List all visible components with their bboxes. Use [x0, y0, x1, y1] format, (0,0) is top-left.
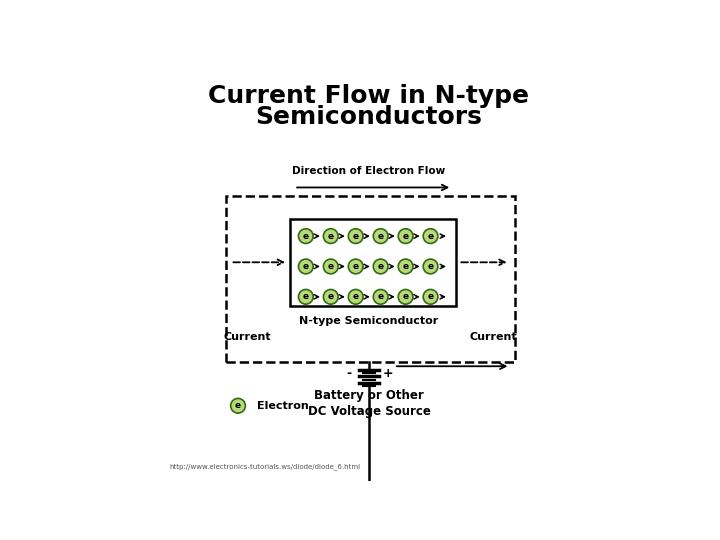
- Circle shape: [398, 228, 413, 244]
- Text: Current: Current: [469, 332, 517, 342]
- Text: e: e: [402, 232, 409, 241]
- Circle shape: [400, 291, 411, 302]
- Circle shape: [425, 261, 436, 272]
- Circle shape: [398, 289, 413, 305]
- Text: e: e: [377, 232, 384, 241]
- Circle shape: [300, 230, 312, 242]
- Text: e: e: [302, 262, 309, 271]
- Text: Direction of Electron Flow: Direction of Electron Flow: [292, 166, 446, 176]
- Text: e: e: [328, 262, 334, 271]
- Text: Current: Current: [223, 332, 271, 342]
- Text: e: e: [428, 232, 433, 241]
- Circle shape: [350, 261, 361, 272]
- Circle shape: [323, 259, 338, 274]
- Circle shape: [423, 228, 438, 244]
- FancyBboxPatch shape: [290, 219, 456, 306]
- Circle shape: [375, 230, 387, 242]
- Circle shape: [323, 289, 338, 305]
- Circle shape: [348, 228, 363, 244]
- Text: e: e: [377, 262, 384, 271]
- Text: +: +: [382, 367, 393, 380]
- Circle shape: [298, 228, 313, 244]
- Text: e: e: [328, 232, 334, 241]
- Text: e: e: [402, 262, 409, 271]
- Text: e: e: [428, 262, 433, 271]
- Text: e: e: [353, 292, 359, 301]
- Text: e: e: [302, 292, 309, 301]
- Text: e: e: [302, 232, 309, 241]
- Circle shape: [373, 228, 388, 244]
- Text: N-type Semiconductor: N-type Semiconductor: [300, 316, 438, 326]
- Text: e: e: [377, 292, 384, 301]
- Circle shape: [375, 261, 387, 272]
- Circle shape: [300, 291, 312, 302]
- Circle shape: [425, 230, 436, 242]
- Text: Electron: Electron: [257, 401, 308, 411]
- Circle shape: [323, 228, 338, 244]
- Text: e: e: [328, 292, 334, 301]
- Circle shape: [398, 259, 413, 274]
- Text: Battery or Other: Battery or Other: [314, 389, 424, 402]
- Text: e: e: [235, 401, 241, 410]
- Circle shape: [373, 289, 388, 305]
- Circle shape: [233, 400, 244, 411]
- Circle shape: [348, 289, 363, 305]
- Text: http://www.electronics-tutorials.ws/diode/diode_6.html: http://www.electronics-tutorials.ws/diod…: [169, 463, 361, 470]
- Circle shape: [375, 291, 387, 302]
- Circle shape: [298, 289, 313, 305]
- Text: e: e: [353, 262, 359, 271]
- Circle shape: [400, 261, 411, 272]
- Circle shape: [325, 261, 336, 272]
- Text: e: e: [353, 232, 359, 241]
- Text: Semiconductors: Semiconductors: [256, 105, 482, 129]
- Text: -: -: [346, 367, 351, 380]
- Circle shape: [325, 291, 336, 302]
- Circle shape: [230, 399, 246, 413]
- Text: e: e: [402, 292, 409, 301]
- Circle shape: [423, 289, 438, 305]
- Circle shape: [425, 291, 436, 302]
- Circle shape: [350, 291, 361, 302]
- Circle shape: [300, 261, 312, 272]
- Circle shape: [350, 230, 361, 242]
- Circle shape: [325, 230, 336, 242]
- Circle shape: [373, 259, 388, 274]
- Text: Current Flow in N-type: Current Flow in N-type: [209, 84, 529, 108]
- Text: DC Voltage Source: DC Voltage Source: [307, 406, 431, 419]
- Circle shape: [348, 259, 363, 274]
- Text: e: e: [428, 292, 433, 301]
- Circle shape: [400, 230, 411, 242]
- Circle shape: [423, 259, 438, 274]
- Circle shape: [298, 259, 313, 274]
